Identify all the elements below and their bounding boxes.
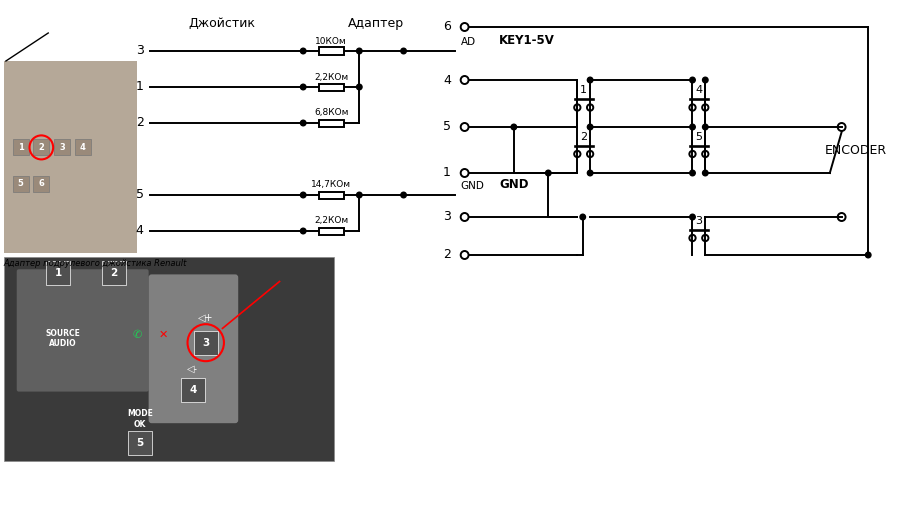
Text: 3: 3: [696, 216, 702, 226]
Bar: [13, 139, 29, 156]
Circle shape: [301, 228, 306, 234]
Circle shape: [703, 77, 708, 83]
Text: KEY1-5V: KEY1-5V: [500, 34, 555, 47]
Circle shape: [301, 120, 306, 126]
Circle shape: [400, 48, 406, 54]
Circle shape: [866, 252, 871, 258]
Bar: [33, 176, 50, 192]
Circle shape: [356, 192, 362, 198]
Circle shape: [511, 124, 517, 130]
Text: 2: 2: [39, 143, 44, 152]
Text: 6: 6: [443, 21, 451, 33]
Text: 5: 5: [136, 188, 144, 201]
Text: GND: GND: [500, 178, 528, 191]
Text: 14,7КОм: 14,7КОм: [311, 180, 351, 189]
Bar: [319, 83, 344, 90]
Bar: [4, 61, 137, 253]
Circle shape: [689, 77, 696, 83]
Text: AD: AD: [461, 37, 476, 47]
Bar: [319, 47, 344, 55]
Text: 3: 3: [202, 338, 210, 347]
Text: 2,2КОм: 2,2КОм: [314, 73, 348, 81]
Bar: [54, 139, 70, 156]
Text: 2: 2: [111, 268, 118, 278]
Text: SOURCE
AUDIO: SOURCE AUDIO: [46, 329, 80, 348]
Text: GND: GND: [461, 181, 484, 191]
Text: ◁-: ◁-: [187, 364, 198, 374]
Text: 1: 1: [580, 85, 587, 95]
Bar: [319, 120, 344, 126]
Bar: [319, 191, 344, 198]
Text: 1: 1: [443, 167, 451, 179]
Text: Джойстик: Джойстик: [188, 17, 255, 29]
Circle shape: [588, 170, 593, 176]
Circle shape: [689, 170, 696, 176]
Text: 5: 5: [443, 121, 451, 133]
Bar: [13, 176, 29, 192]
Text: 1: 1: [136, 80, 144, 93]
Text: ✕: ✕: [158, 330, 168, 339]
Text: 1: 1: [18, 143, 23, 152]
Circle shape: [588, 124, 593, 130]
Text: 2: 2: [443, 248, 451, 262]
Text: 4: 4: [189, 385, 196, 394]
Text: MODE
OK: MODE OK: [127, 409, 153, 429]
Bar: [46, 261, 70, 285]
Bar: [4, 257, 334, 461]
Text: 1: 1: [55, 268, 62, 278]
Text: 3: 3: [136, 44, 144, 58]
Text: 4: 4: [80, 143, 86, 152]
Circle shape: [703, 124, 708, 130]
Circle shape: [545, 170, 551, 176]
Circle shape: [689, 124, 696, 130]
Bar: [181, 378, 204, 401]
Text: 6,8КОм: 6,8КОм: [314, 109, 348, 118]
Bar: [33, 139, 50, 156]
Circle shape: [356, 84, 362, 90]
Text: ◁+: ◁+: [198, 313, 213, 323]
Text: 2,2КОм: 2,2КОм: [314, 217, 348, 226]
Bar: [128, 431, 151, 455]
Circle shape: [703, 170, 708, 176]
Circle shape: [356, 48, 362, 54]
Text: ENCODER: ENCODER: [825, 143, 887, 157]
Bar: [319, 227, 344, 234]
Circle shape: [301, 48, 306, 54]
Text: Адаптер: Адаптер: [348, 17, 404, 29]
Text: 5: 5: [18, 179, 23, 188]
Text: 4: 4: [443, 74, 451, 86]
Text: 4: 4: [696, 85, 703, 95]
Text: 2: 2: [580, 131, 588, 141]
FancyBboxPatch shape: [17, 269, 148, 391]
Circle shape: [301, 192, 306, 198]
FancyBboxPatch shape: [148, 274, 238, 423]
Bar: [75, 139, 91, 156]
Text: Адаптер подрулевого джойстика Renault: Адаптер подрулевого джойстика Renault: [4, 259, 187, 268]
Circle shape: [580, 214, 586, 220]
Text: 2: 2: [136, 117, 144, 129]
Text: 5: 5: [696, 131, 702, 141]
Text: 5: 5: [136, 438, 143, 448]
Circle shape: [400, 192, 406, 198]
Text: 3: 3: [443, 211, 451, 224]
Text: 3: 3: [59, 143, 65, 152]
Circle shape: [301, 84, 306, 90]
Bar: [194, 331, 218, 355]
Text: 6: 6: [39, 179, 44, 188]
Bar: [103, 261, 126, 285]
Text: ✆: ✆: [132, 330, 141, 339]
Text: 4: 4: [136, 225, 144, 237]
Circle shape: [588, 77, 593, 83]
Text: 10КОм: 10КОм: [315, 36, 347, 45]
Circle shape: [689, 214, 696, 220]
